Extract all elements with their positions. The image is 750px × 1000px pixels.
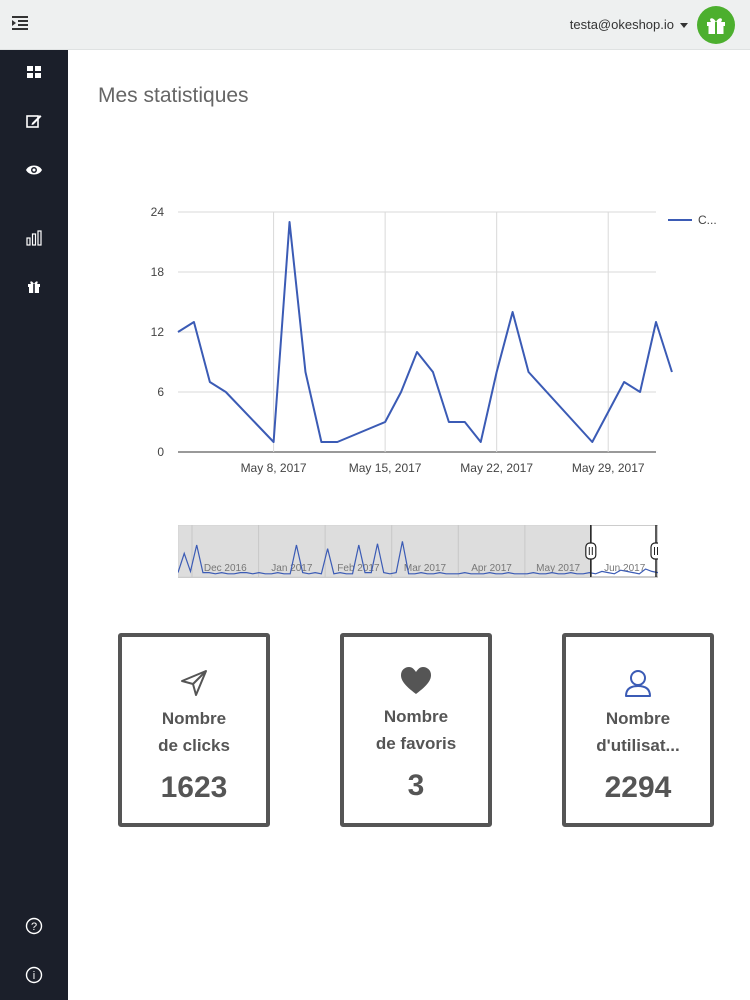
range-navigator-svg[interactable]: Dec 2016 Jan 2017 Feb 2017 Mar 2017 Apr 2017… (177, 524, 662, 581)
y-tick-label: 0 (157, 445, 164, 459)
navigator-month-label: Feb 2017 (337, 563, 380, 574)
range-navigator[interactable]: Dec 2016 Jan 2017 Feb 2017 Mar 2017 Apr 2017… (177, 524, 662, 581)
page-title: Mes statistiques (98, 84, 249, 107)
x-tick-label: May 29, 2017 (572, 461, 645, 475)
help-icon: ? (25, 917, 43, 935)
stat-label-line1: Nombre (383, 707, 449, 726)
top-bar: testa@okeshop.io (0, 0, 750, 50)
svg-text:i: i (33, 970, 35, 982)
line-chart-svg: 0 6 12 18 24 May 8, 2017 May 15, 2017 May 22, 2… (151, 205, 717, 475)
user-email: testa@okeshop.io (569, 17, 674, 32)
navigator-month-label: Mar 2017 (404, 563, 447, 574)
stat-label-line1: Nombre (605, 709, 671, 728)
navigator-month-label: Apr 2017 (471, 563, 512, 574)
user-menu[interactable]: testa@okeshop.io (570, 17, 688, 32)
y-tick-label: 24 (151, 205, 165, 219)
stat-label-line2: de favoris (375, 734, 457, 753)
navigator-month-label: May 2017 (536, 563, 580, 574)
sidebar: ? i (0, 50, 68, 1000)
x-tick-label: May 8, 2017 (241, 461, 307, 475)
range-handle-start[interactable] (585, 542, 597, 560)
navigator-series-line (177, 541, 659, 575)
gift-icon (28, 281, 40, 293)
svg-text:?: ? (31, 921, 37, 933)
sidebar-item-dashboard[interactable] (0, 54, 68, 90)
eye-icon (26, 165, 42, 175)
stat-label-line1: Nombre (161, 709, 227, 728)
bar-chart-icon (26, 230, 42, 246)
navigator-unselected-area (178, 525, 591, 577)
sidebar-item-view[interactable] (0, 152, 68, 188)
sidebar-item-info[interactable]: i (0, 957, 68, 993)
gift-button[interactable] (697, 6, 735, 44)
x-tick-label: May 22, 2017 (460, 461, 533, 475)
legend-label: C... (698, 213, 717, 227)
sidebar-item-statistics[interactable] (0, 220, 68, 256)
stat-card-clicks: Nombre de clicks 1623 (118, 633, 270, 827)
stat-value: 2294 (604, 771, 672, 804)
sidebar-item-gifts[interactable] (0, 268, 68, 304)
x-tick-label: May 15, 2017 (349, 461, 422, 475)
y-tick-label: 6 (157, 385, 164, 399)
info-icon: i (25, 966, 43, 984)
stat-card-favorites: Nombre de favoris 3 (340, 633, 492, 827)
sidebar-item-edit[interactable] (0, 103, 68, 139)
navigator-month-label: Jun 2017 (604, 563, 646, 574)
dashboard-icon (27, 66, 41, 78)
stat-card-users: Nombre d'utilisat... 2294 (562, 633, 714, 827)
sidebar-item-help[interactable]: ? (0, 908, 68, 944)
stat-value: 1623 (160, 771, 228, 804)
stat-value: 3 (407, 769, 425, 802)
gift-icon (707, 18, 725, 34)
user-icon (566, 665, 710, 701)
navigator-month-label: Jan 2017 (271, 563, 313, 574)
y-tick-label: 12 (151, 325, 165, 339)
heart-icon (344, 663, 488, 699)
stat-label-line2: d'utilisat... (596, 736, 680, 755)
navigator-month-label: Dec 2016 (204, 563, 247, 574)
indent-icon[interactable] (12, 16, 32, 32)
line-chart: 0 6 12 18 24 May 8, 2017 May 15, 2017 May 22, 2… (120, 195, 740, 485)
stat-label-line2: de clicks (158, 736, 230, 755)
edit-icon (26, 115, 42, 128)
send-icon (122, 665, 266, 701)
chevron-down-icon (680, 23, 688, 28)
y-tick-label: 18 (151, 265, 165, 279)
